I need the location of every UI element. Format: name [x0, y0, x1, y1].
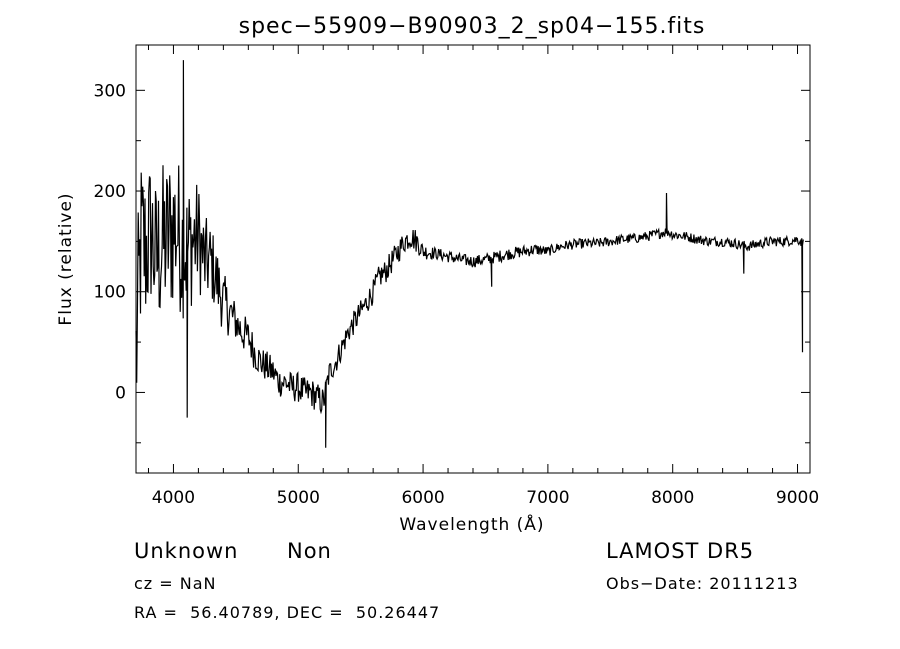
chart-title: spec−55909−B90903_2_sp04−155.fits	[239, 14, 706, 39]
x-tick-label: 8000	[651, 488, 694, 508]
x-axis-label: Wavelength (Å)	[399, 513, 544, 535]
redshift-readout: cz = NaN	[134, 574, 217, 593]
y-tick-label: 0	[115, 383, 126, 403]
x-axis-ticks: 4000 5000 6000 7000 8000 9000	[147, 45, 819, 508]
y-tick-label: 300	[94, 81, 126, 101]
y-axis-ticks: 0 100 200 300	[94, 81, 810, 444]
x-tick-label: 4000	[152, 488, 195, 508]
x-tick-label: 5000	[277, 488, 320, 508]
observation-date: Obs−Date: 20111213	[606, 574, 799, 593]
coordinates-readout: RA = 56.40789, DEC = 50.26447	[134, 603, 441, 622]
x-tick-label: 6000	[401, 488, 444, 508]
y-tick-label: 100	[94, 283, 126, 303]
y-axis-label: Flux (relative)	[56, 192, 76, 325]
x-tick-label: 9000	[776, 488, 819, 508]
object-class: Unknown	[134, 539, 239, 563]
object-subclass: Non	[287, 539, 332, 563]
series-layer	[135, 60, 804, 448]
spectrum-line	[135, 60, 804, 448]
survey-name: LAMOST DR5	[606, 539, 755, 563]
x-tick-label: 7000	[526, 488, 569, 508]
y-tick-label: 200	[94, 182, 126, 202]
